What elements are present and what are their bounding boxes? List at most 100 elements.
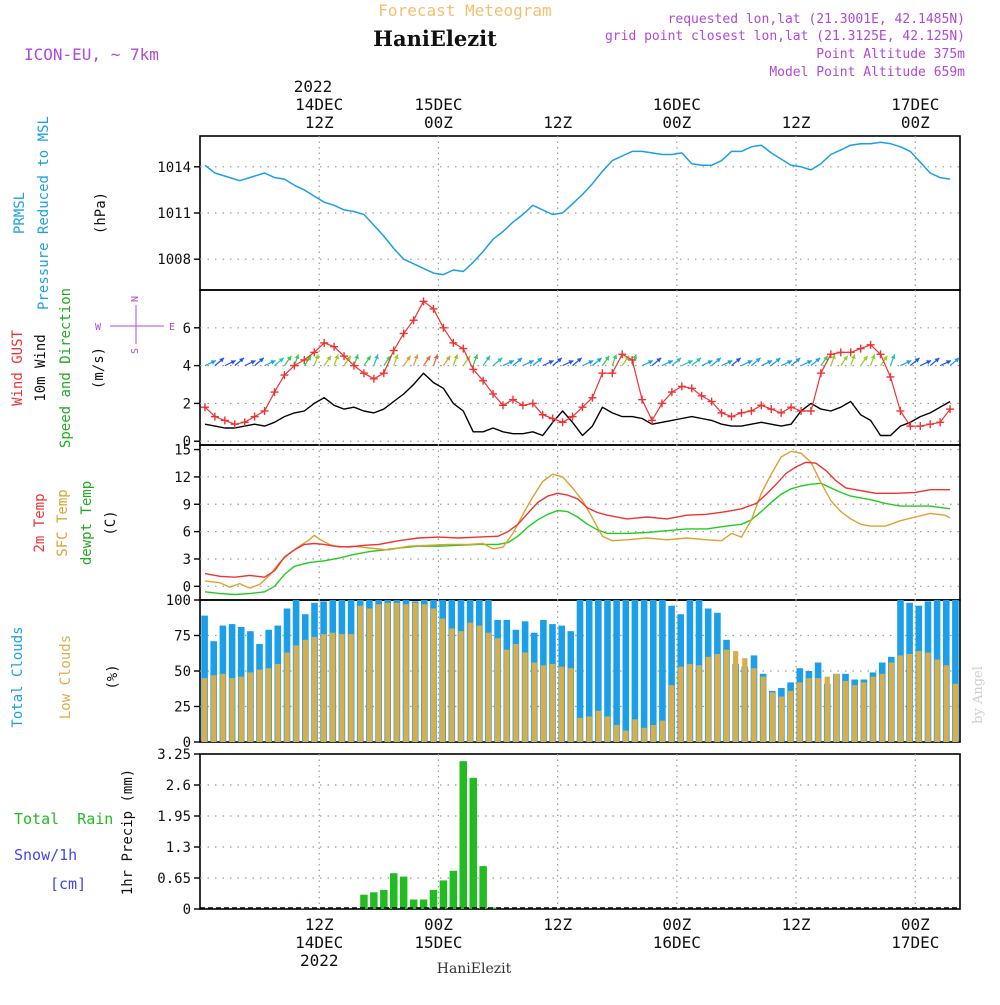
- wind-arrow-head: [258, 357, 264, 363]
- low-cloud-bar: [229, 678, 235, 742]
- wind-arrow-head: [831, 354, 836, 360]
- rain-bar: [429, 889, 438, 909]
- low-cloud-bar: [833, 673, 839, 742]
- low-cloud-bar: [861, 682, 867, 742]
- y-tick-label: 1011: [157, 206, 191, 222]
- low-cloud-bar: [623, 730, 629, 742]
- pressure-label-prmsl: PRMSL: [12, 192, 28, 234]
- wind-panel-frame: [199, 289, 961, 446]
- wind-arrow-head: [294, 354, 300, 360]
- temp-dew-label: dewpt Temp: [79, 481, 95, 565]
- bottom-date-label: 17DEC: [891, 933, 939, 952]
- low-cloud-bar: [650, 725, 656, 742]
- wind-arrow-head: [334, 354, 339, 360]
- rain-bar: [469, 777, 477, 909]
- total-cloud-bar: [595, 600, 602, 742]
- wind-arrow-head: [485, 355, 491, 361]
- y-tick-label: 1008: [157, 252, 191, 268]
- total-cloud-bar: [576, 600, 584, 742]
- credit-watermark: by Angel: [971, 666, 986, 724]
- y-tick-label: 0: [183, 902, 191, 918]
- wind-arrow-head: [906, 360, 912, 365]
- low-cloud-bar: [614, 725, 620, 742]
- low-cloud-bar: [888, 662, 894, 742]
- rain-bar: [479, 866, 487, 909]
- precip-rain-label: Total Rain: [14, 810, 113, 828]
- low-cloud-bar: [504, 649, 510, 742]
- top-hour-label: 12Z: [305, 113, 334, 132]
- low-cloud-bar: [485, 632, 492, 742]
- low-cloud-bar: [385, 602, 391, 742]
- y-tick-label: 3: [183, 552, 191, 568]
- low-cloud-bar: [311, 636, 318, 742]
- low-cloud-bar: [366, 608, 373, 742]
- wind-arrow-head: [775, 357, 781, 363]
- total-cloud-bar: [668, 605, 675, 742]
- low-cloud-bar: [907, 654, 913, 742]
- low-cloud-bar: [220, 673, 226, 742]
- wind-arrow-head: [795, 357, 801, 363]
- rain-bar: [360, 894, 368, 909]
- low-cloud-bar: [842, 680, 849, 742]
- wind-arrow-head: [306, 355, 312, 361]
- wind-arrow-head: [934, 357, 940, 363]
- dewpoint-series-line: [204, 482, 951, 596]
- pressure-unit: (hPa): [93, 192, 109, 234]
- wind-arrow-head: [517, 357, 523, 363]
- wind-arrow-head: [394, 354, 399, 360]
- low-cloud-bar: [632, 719, 638, 742]
- bottom-hour-label: 00Z: [424, 915, 453, 934]
- y-tick-label: 50: [174, 664, 191, 680]
- low-cloud-bar: [275, 663, 281, 742]
- wind-arrow-head: [612, 354, 618, 360]
- temperature-panel-frame: [199, 444, 961, 601]
- wind-arrow-head: [735, 357, 741, 363]
- wind-arrow-head: [863, 355, 868, 361]
- sfc-temp-series-line: [204, 450, 951, 589]
- low-cloud-bar: [559, 666, 565, 742]
- rain-bar: [489, 907, 497, 909]
- y-tick-label: 4: [183, 359, 191, 375]
- wind-arrow-head: [843, 355, 848, 361]
- low-cloud-bar: [247, 672, 253, 742]
- y-tick-label: 0: [183, 434, 191, 450]
- y-tick-label: 0: [183, 579, 191, 595]
- low-cloud-bar: [778, 696, 785, 742]
- total-cloud-bar: [631, 600, 639, 742]
- rain-bar: [419, 899, 428, 909]
- wind-arrow-head: [954, 357, 960, 363]
- wind-arrow-head: [806, 360, 812, 365]
- low-cloud-bar: [705, 656, 711, 742]
- clouds-unit: (%): [105, 664, 121, 689]
- low-cloud-bar: [815, 678, 821, 742]
- rain-bar: [449, 870, 458, 909]
- low-cloud-bar: [476, 625, 482, 742]
- wind-arrow-head: [676, 357, 682, 363]
- y-tick-label: 25: [174, 700, 191, 716]
- wind-arrow-head: [656, 357, 662, 363]
- wind-arrow-head: [882, 355, 888, 361]
- y-tick-label: 3.25: [157, 747, 191, 763]
- wind-arrow-head: [687, 360, 693, 365]
- total-cloud-bar: [613, 600, 620, 742]
- wind-arrow-head: [632, 354, 638, 360]
- rain-bar: [370, 892, 378, 909]
- low-cloud-bar: [806, 678, 812, 742]
- rain-bar: [399, 876, 408, 909]
- wind-arrow-head: [667, 360, 673, 365]
- low-cloud-bar: [723, 649, 730, 742]
- low-cloud-bar: [696, 665, 702, 742]
- bottom-hour-label: 12Z: [782, 915, 811, 934]
- bottom-date-label: 16DEC: [653, 933, 701, 952]
- low-cloud-bar: [952, 683, 959, 742]
- wind-arrow-head: [596, 357, 602, 363]
- y-tick-labels: 100810111014024603691215025507510000.651…: [157, 160, 200, 918]
- low-cloud-bar: [412, 602, 418, 742]
- low-cloud-bar: [934, 659, 940, 742]
- wind-arrow-head: [890, 354, 896, 360]
- bottom-date-label: 14DEC: [295, 933, 343, 952]
- low-cloud-bar: [925, 652, 931, 742]
- top-hour-label: 12Z: [543, 113, 572, 132]
- temp-sfc-label: SFC Temp: [55, 489, 71, 556]
- wind-arrow-head: [250, 360, 256, 365]
